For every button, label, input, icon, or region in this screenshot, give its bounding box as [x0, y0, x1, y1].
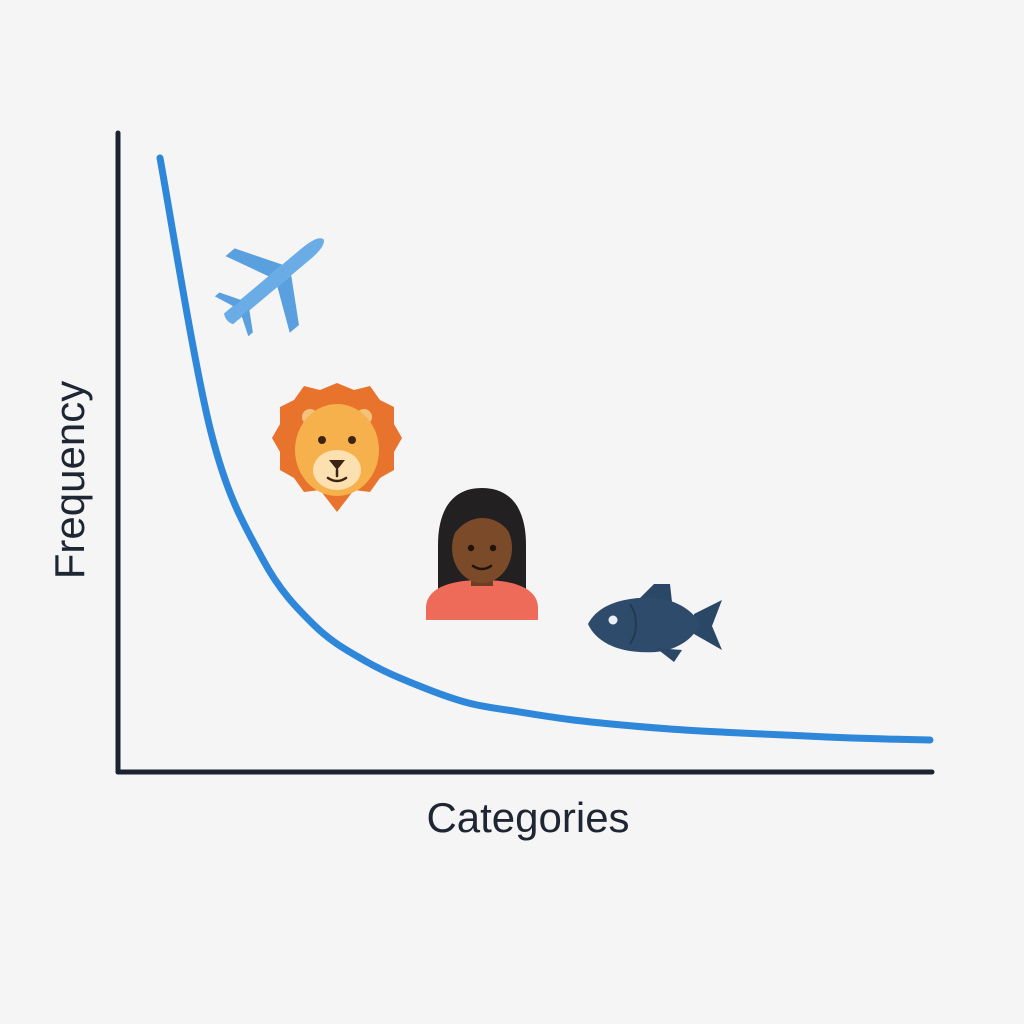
y-axis-label: Frequency	[46, 381, 93, 579]
frequency-curve	[156, 154, 934, 744]
woman-icon	[426, 488, 538, 620]
x-axis-label: Categories	[426, 794, 629, 841]
lion-icon	[272, 383, 402, 512]
fish-icon	[588, 584, 722, 662]
airplane-icon	[214, 238, 324, 337]
